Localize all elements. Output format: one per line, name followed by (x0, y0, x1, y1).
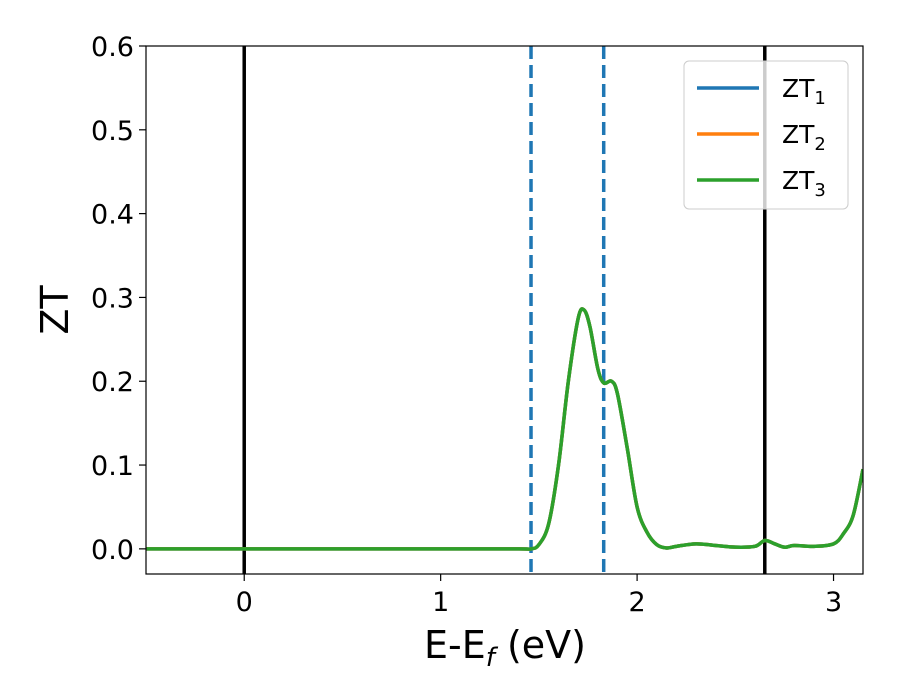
y-tick-label: 0.6 (91, 32, 134, 63)
y-tick-label: 0.4 (91, 200, 134, 231)
legend-label: ZT1 (782, 74, 826, 109)
x-tick-label: 2 (629, 587, 646, 618)
legend-box (683, 60, 849, 210)
legend-label: ZT3 (782, 166, 826, 201)
y-axis-title: ZT (33, 285, 77, 335)
series-lines (146, 307, 863, 551)
x-axis-ticks: 0 1 2 3 (236, 574, 842, 618)
legend: ZT1 ZT2 ZT3 (683, 60, 849, 210)
legend-items: ZT1 ZT2 ZT3 (697, 74, 826, 201)
series-line-zt3 (146, 307, 863, 551)
y-tick-label: 0.2 (91, 367, 134, 398)
x-axis-title: E-Ef (eV) (424, 623, 586, 673)
x-tick-label: 0 (236, 587, 253, 618)
y-tick-label: 0.5 (91, 116, 134, 147)
x-tick-label: 3 (825, 587, 842, 618)
y-tick-label: 0.0 (91, 535, 134, 566)
x-tick-label: 1 (432, 587, 449, 618)
y-tick-label: 0.3 (91, 283, 134, 314)
y-axis-ticks: 0.0 0.1 0.2 0.3 0.4 0.5 0.6 (91, 32, 146, 566)
legend-label: ZT2 (782, 120, 826, 155)
plot-frame (145, 45, 864, 575)
y-tick-label: 0.1 (91, 451, 134, 482)
